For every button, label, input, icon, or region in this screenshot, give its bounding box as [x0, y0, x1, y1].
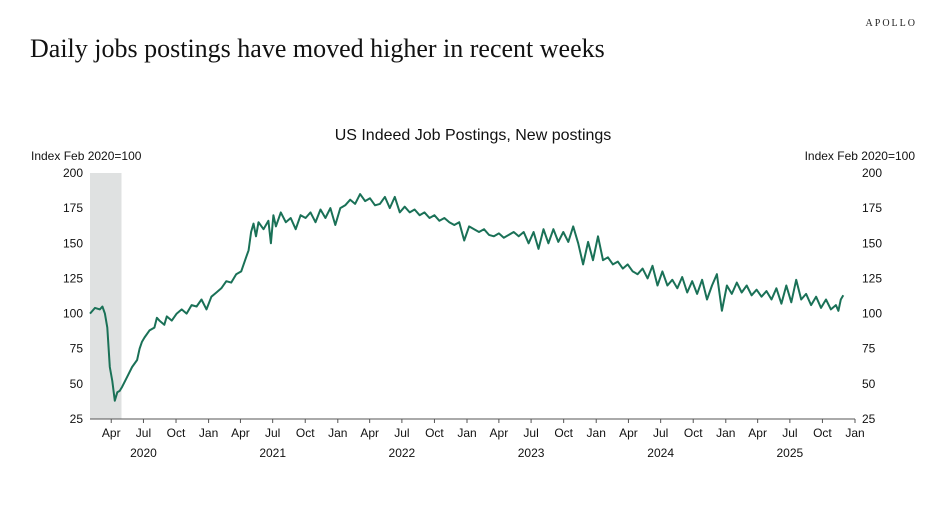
recession-band: [90, 173, 122, 419]
x-tick-label: Jul: [136, 426, 151, 440]
x-tick-label: Jan: [328, 426, 347, 440]
x-tick-label: Apr: [102, 426, 121, 440]
x-tick-label: Jan: [457, 426, 476, 440]
x-tick-label: Apr: [231, 426, 250, 440]
y-tick-label-right: 25: [862, 412, 876, 426]
y-tick-label-left: 150: [63, 236, 83, 250]
page-headline: Daily jobs postings have moved higher in…: [30, 34, 605, 63]
year-label: 2023: [518, 446, 545, 460]
chart-title: US Indeed Job Postings, New postings: [335, 127, 612, 144]
x-tick-label: Oct: [425, 426, 444, 440]
y-tick-label-left: 50: [70, 377, 84, 391]
x-tick-label: Oct: [684, 426, 703, 440]
x-tick-label: Apr: [360, 426, 379, 440]
x-tick-label: Jan: [587, 426, 606, 440]
year-label: 2020: [130, 446, 157, 460]
x-tick-label: Apr: [619, 426, 638, 440]
plot-area: 25 25 50 50 75 75 100 100 125 125 150 150 175 175 200 2…: [63, 166, 882, 460]
x-tick-label: Jul: [653, 426, 668, 440]
y-tick-label-left: 25: [70, 412, 84, 426]
y-tick-label-right: 175: [862, 201, 882, 215]
x-tick-label: Jul: [523, 426, 538, 440]
y-tick-label-right: 200: [862, 166, 882, 180]
y-tick-label-left: 125: [63, 271, 83, 285]
x-tick-label: Oct: [554, 426, 573, 440]
brand-logo: APOLLO: [865, 18, 917, 29]
x-tick-label: Apr: [748, 426, 767, 440]
y-tick-label-left: 100: [63, 307, 83, 321]
y-tick-label-right: 75: [862, 342, 876, 356]
year-label: 2024: [647, 446, 674, 460]
y-tick-label-right: 50: [862, 377, 876, 391]
y-axis-label-left: Index Feb 2020=100: [31, 149, 142, 163]
series-line: [89, 193, 845, 402]
y-tick-label-left: 200: [63, 166, 83, 180]
x-tick-label: Jul: [782, 426, 797, 440]
y-tick-label-right: 125: [862, 271, 882, 285]
x-tick-label: Oct: [813, 426, 832, 440]
x-tick-label: Oct: [167, 426, 186, 440]
x-tick-label: Jan: [716, 426, 735, 440]
x-tick-label: Oct: [296, 426, 315, 440]
x-tick-label: Jul: [265, 426, 280, 440]
year-label: 2021: [259, 446, 286, 460]
x-tick-label: Jul: [394, 426, 409, 440]
x-tick-label: Apr: [490, 426, 509, 440]
year-label: 2022: [389, 446, 416, 460]
y-tick-label-right: 100: [862, 307, 882, 321]
year-label: 2025: [777, 446, 804, 460]
y-tick-label-left: 75: [70, 342, 84, 356]
y-tick-label-right: 150: [862, 236, 882, 250]
y-axis-label-right: Index Feb 2020=100: [805, 149, 916, 163]
x-tick-label: Jan: [199, 426, 218, 440]
x-tick-label: Jan: [845, 426, 864, 440]
y-tick-label-left: 175: [63, 201, 83, 215]
